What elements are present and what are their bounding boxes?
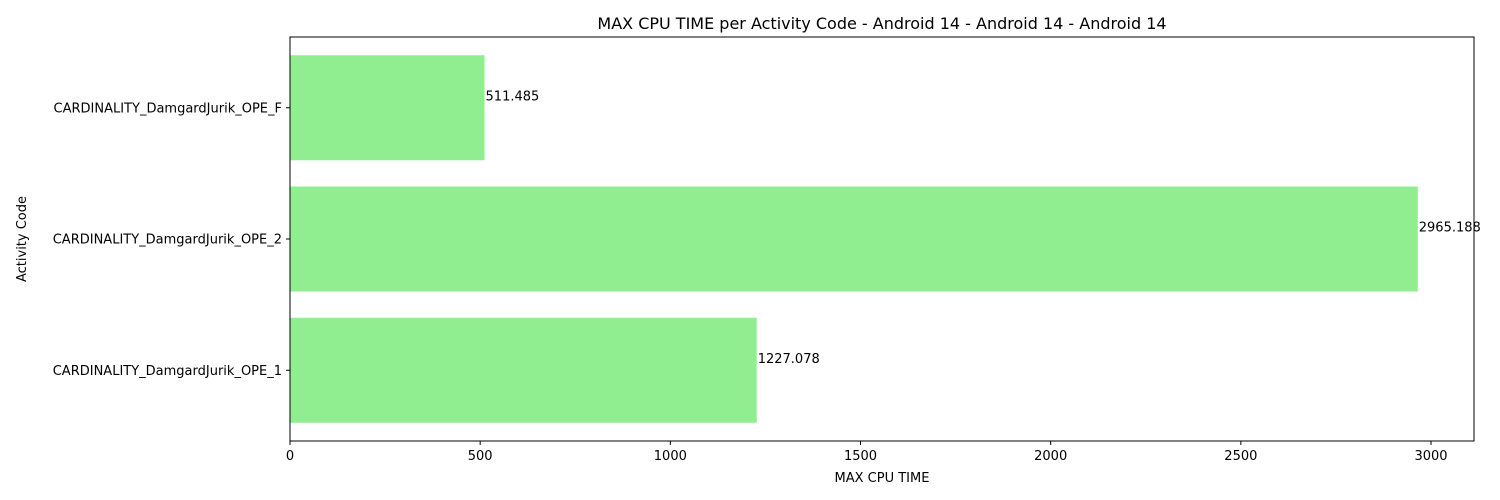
bars-group (290, 55, 1418, 423)
x-tick-label: 2500 (1224, 449, 1257, 464)
bar-value-label: 511.485 (486, 89, 540, 104)
bar-value-label: 1227.078 (758, 352, 820, 367)
x-tick-label: 0 (286, 449, 294, 464)
bar-1 (290, 55, 485, 161)
y-axis-label: Activity Code (15, 196, 30, 282)
x-tick-label: 2000 (1034, 449, 1067, 464)
bar-3 (290, 317, 757, 423)
x-tick-label: 3000 (1414, 449, 1447, 464)
chart-title: MAX CPU TIME per Activity Code - Android… (597, 14, 1166, 33)
data-labels-group: 511.485 2965.188 1227.078 (486, 89, 1481, 367)
x-axis-label: MAX CPU TIME (835, 471, 930, 486)
x-tick-label: 500 (468, 449, 493, 464)
bar-2 (290, 186, 1418, 292)
y-tick-label: CARDINALITY_DamgardJurik_OPE_1 (53, 364, 282, 379)
x-axis-ticks: 0 500 1000 1500 2000 2500 3000 (286, 441, 1448, 464)
x-tick-label: 1500 (844, 449, 877, 464)
y-tick-label: CARDINALITY_DamgardJurik_OPE_F (54, 101, 282, 116)
y-axis-ticks: CARDINALITY_DamgardJurik_OPE_F CARDINALIT… (53, 101, 290, 379)
x-tick-label: 1000 (654, 449, 687, 464)
bar-value-label: 2965.188 (1419, 221, 1481, 236)
y-tick-label: CARDINALITY_DamgardJurik_OPE_2 (53, 233, 282, 248)
